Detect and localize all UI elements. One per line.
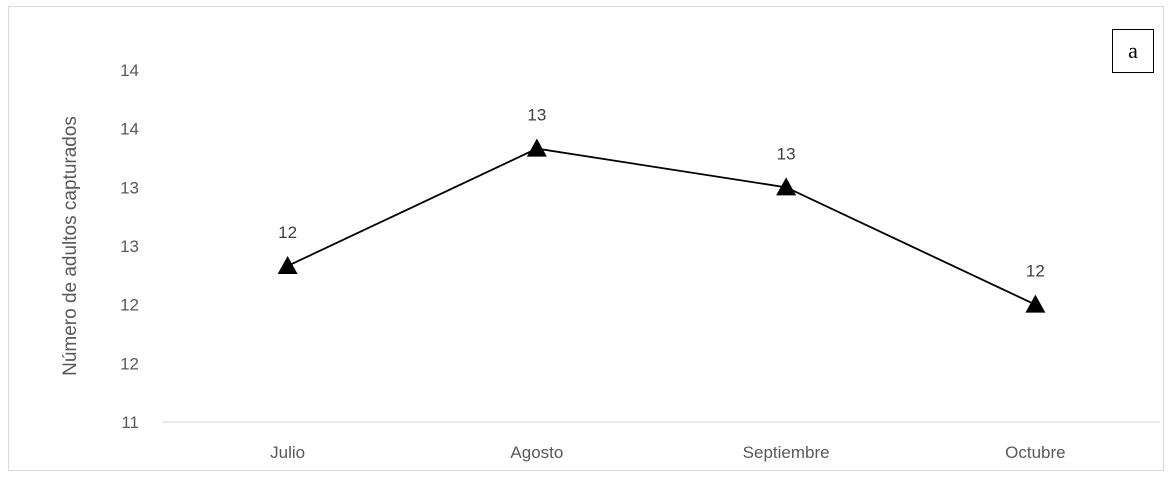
series-line <box>287 147 1036 306</box>
data-label: 13 <box>777 144 796 163</box>
x-tick-label: Julio <box>270 443 305 462</box>
x-tick-label: Agosto <box>510 443 563 462</box>
x-axis-ticks: Julio Agosto Septiembre Octubre <box>270 443 1065 462</box>
y-tick-label: 14 <box>120 120 139 139</box>
panel-label: a <box>1112 29 1154 73</box>
y-tick-label: 13 <box>120 237 139 256</box>
data-point-marker <box>776 177 797 196</box>
x-tick-label: Octubre <box>1005 443 1065 462</box>
y-axis-ticks: 11 12 12 13 13 14 14 <box>120 61 139 432</box>
chart-frame <box>8 6 1164 471</box>
y-tick-label: 12 <box>120 354 139 373</box>
y-tick-label: 12 <box>120 296 139 315</box>
data-label: 12 <box>1026 262 1045 281</box>
y-tick-label: 11 <box>121 413 139 432</box>
data-labels: 12 13 13 12 <box>278 106 1045 281</box>
y-tick-label: 13 <box>120 178 139 197</box>
data-point-marker <box>526 138 547 157</box>
data-label: 12 <box>278 223 297 242</box>
series-markers <box>277 138 1046 313</box>
data-point-marker <box>277 255 298 274</box>
data-label: 13 <box>527 106 546 125</box>
y-axis-title: Número de adultos capturados <box>60 116 81 376</box>
y-tick-label: 14 <box>120 61 139 80</box>
data-point-marker <box>1025 294 1046 313</box>
x-tick-label: Septiembre <box>743 443 830 462</box>
